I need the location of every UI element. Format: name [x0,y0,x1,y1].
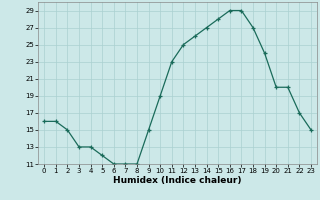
X-axis label: Humidex (Indice chaleur): Humidex (Indice chaleur) [113,176,242,185]
